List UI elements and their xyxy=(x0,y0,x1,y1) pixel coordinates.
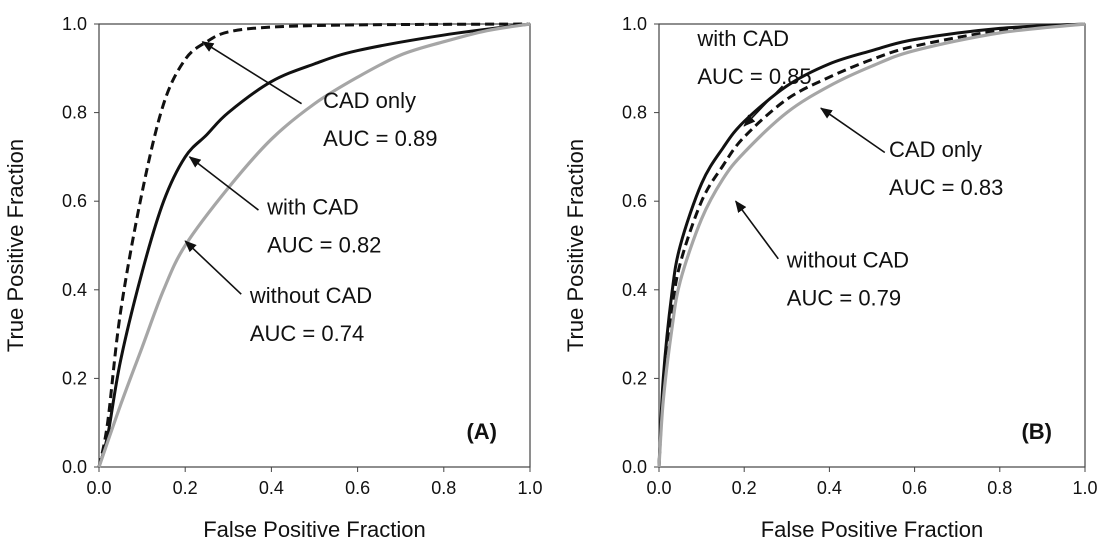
annotation-arrow xyxy=(743,85,784,127)
annotation-auc: AUC = 0.85 xyxy=(697,64,811,89)
roc-curve-without-cad xyxy=(97,22,531,468)
x-tick-label: 0.6 xyxy=(902,478,927,498)
x-tick-label: 0.8 xyxy=(431,478,456,498)
annotation-auc: AUC = 0.74 xyxy=(250,321,364,346)
x-tick-label: 0.4 xyxy=(817,478,842,498)
annotation-label: with CAD xyxy=(696,26,789,51)
panel-a: 0.0 0.2 0.4 0.6 0.8 1.0 0.0 0.2 0.4 0.6 0.8 1.0 Fals… xyxy=(3,14,543,542)
y-axis-title: True Positive Fraction xyxy=(563,139,588,352)
annotation-label: without CAD xyxy=(249,283,372,308)
roc-curve-cad-only xyxy=(657,22,1086,468)
y-axis-title: True Positive Fraction xyxy=(3,139,28,352)
y-tick-label: 0.4 xyxy=(62,280,87,300)
x-tick-label: 1.0 xyxy=(1072,478,1097,498)
annotation-label: with CAD xyxy=(266,194,359,219)
x-axis-title: False Positive Fraction xyxy=(203,517,426,542)
x-tick-label: 0.6 xyxy=(345,478,370,498)
x-tick-label: 0.4 xyxy=(259,478,284,498)
annotation-auc: AUC = 0.89 xyxy=(323,126,437,151)
roc-curve-without-cad xyxy=(657,22,1086,468)
annotation-auc: AUC = 0.79 xyxy=(787,286,901,311)
y-tick-label: 0.8 xyxy=(622,103,647,123)
y-tick-label: 0.6 xyxy=(622,191,647,211)
annotation-auc: AUC = 0.82 xyxy=(267,232,381,257)
y-tick-label: 0.2 xyxy=(622,368,647,388)
y-tick-label: 1.0 xyxy=(622,14,647,34)
annotation-arrow xyxy=(201,41,302,105)
roc-curve-with-cad xyxy=(657,22,1086,468)
annotation-label: CAD only xyxy=(323,88,416,113)
annotation-arrow xyxy=(735,200,779,260)
y-tick-label: 0.2 xyxy=(62,368,87,388)
annotation-label: without CAD xyxy=(786,248,909,273)
plot-frame xyxy=(658,23,1086,468)
y-tick-label: 0.4 xyxy=(622,280,647,300)
roc-curve-cad-only xyxy=(97,22,531,468)
y-tick-label: 0.8 xyxy=(62,103,87,123)
x-tick-label: 0.2 xyxy=(173,478,198,498)
y-tick-label: 0.0 xyxy=(62,457,87,477)
panel-label: (B) xyxy=(1021,419,1052,444)
annotation-auc: AUC = 0.83 xyxy=(889,175,1003,200)
y-tick-label: 0.0 xyxy=(622,457,647,477)
x-tick-label: 0.2 xyxy=(732,478,757,498)
annotation-arrow xyxy=(184,240,242,295)
y-tick-label: 0.6 xyxy=(62,191,87,211)
y-tick-label: 1.0 xyxy=(62,14,87,34)
plot-frame xyxy=(98,23,531,468)
annotation-label: CAD only xyxy=(889,137,982,162)
roc-curve-with-cad xyxy=(97,22,531,468)
panel-b: 0.0 0.2 0.4 0.6 0.8 1.0 0.0 0.2 0.4 0.6 0.8 1.0 Fals… xyxy=(563,14,1098,542)
annotation-arrow xyxy=(188,156,259,211)
panel-label: (A) xyxy=(466,419,497,444)
x-tick-label: 0.0 xyxy=(646,478,671,498)
x-tick-label: 1.0 xyxy=(517,478,542,498)
x-axis-title: False Positive Fraction xyxy=(761,517,984,542)
annotation-arrow xyxy=(820,107,886,154)
x-tick-label: 0.8 xyxy=(987,478,1012,498)
x-tick-label: 0.0 xyxy=(86,478,111,498)
